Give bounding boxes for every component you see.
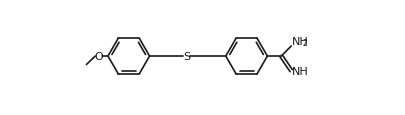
Text: NH: NH — [291, 37, 308, 47]
Text: 2: 2 — [302, 39, 307, 48]
Text: NH: NH — [291, 67, 308, 77]
Text: S: S — [183, 52, 190, 62]
Text: O: O — [94, 52, 103, 62]
